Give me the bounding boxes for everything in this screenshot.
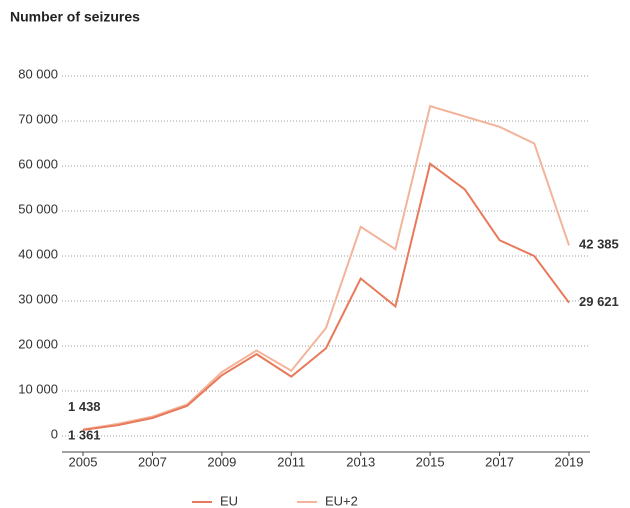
x-tick-label: 2007	[138, 454, 167, 469]
value-label: 42 385	[579, 237, 619, 252]
x-tick-label: 2015	[416, 454, 445, 469]
y-tick-label: 50 000	[18, 201, 58, 216]
legend-label: EU+2	[325, 493, 358, 508]
y-tick-label: 60 000	[18, 156, 58, 171]
value-label: 29 621	[579, 294, 619, 309]
legend-label: EU	[220, 493, 238, 508]
y-tick-label: 40 000	[18, 246, 58, 261]
line-series	[82, 104, 570, 431]
x-tick-label: 2013	[346, 454, 375, 469]
y-tick-label: 80 000	[18, 66, 58, 81]
y-tick-label: 30 000	[18, 291, 58, 306]
value-label: 1 361	[68, 427, 101, 442]
y-tick-label: 20 000	[18, 336, 58, 351]
x-tick-label: 2009	[207, 454, 236, 469]
x-tick-label: 2017	[485, 454, 514, 469]
y-tick-label: 70 000	[18, 111, 58, 126]
y-tick-label: 0	[51, 426, 58, 441]
value-label: 1 438	[68, 399, 101, 414]
x-tick-label: 2019	[555, 454, 584, 469]
x-tick-label: 2011	[277, 454, 305, 469]
x-tick-label: 2005	[69, 454, 98, 469]
y-tick-label: 10 000	[18, 381, 58, 396]
line-series	[82, 162, 570, 431]
chart-title: Number of seizures	[10, 9, 140, 25]
